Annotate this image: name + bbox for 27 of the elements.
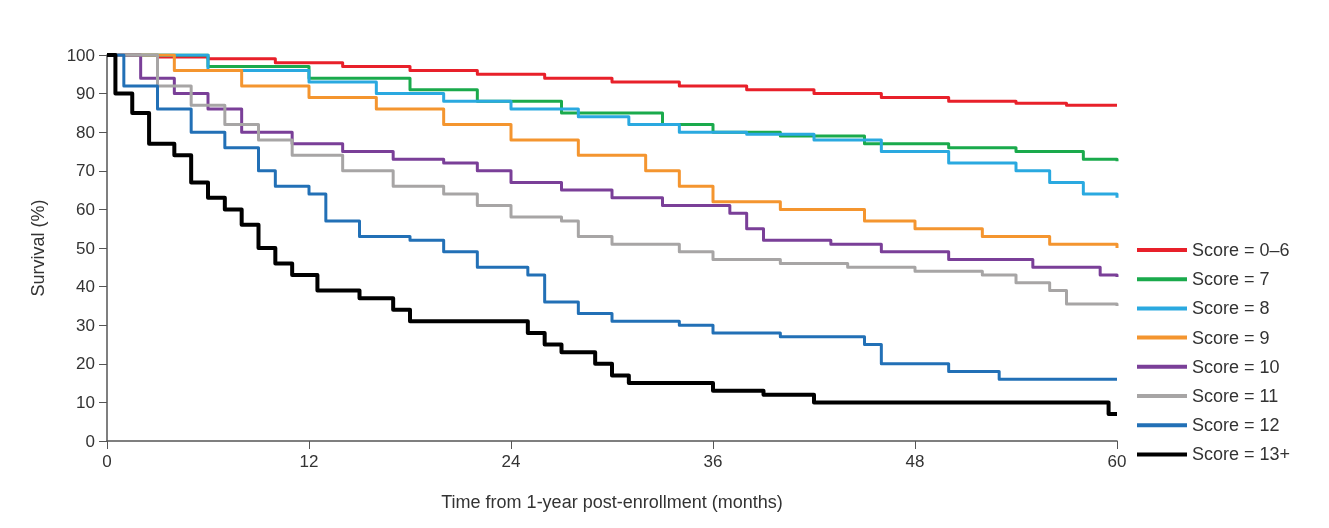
x-tick-label: 12 [299,452,319,471]
y-tick-label: 40 [76,277,95,297]
y-tick-label: 10 [76,392,95,412]
y-tick-label: 60 [76,199,95,219]
legend-label: Score = 0–6 [1192,240,1290,260]
y-tick-label: 80 [76,122,95,142]
y-tick-label: 90 [76,84,95,104]
y-tick-label: 100 [66,45,95,65]
legend-label: Score = 13+ [1192,444,1291,465]
y-tick-label: 30 [76,315,95,335]
legend-label: Score = 9 [1192,327,1270,348]
y-tick-label: 50 [76,238,95,258]
y-axis-title: Survival (%) [28,199,48,297]
x-tick-label: 0 [102,452,112,471]
legend-label: Score = 10 [1192,356,1280,377]
x-tick-label: 48 [905,452,925,471]
y-tick-label: 0 [85,431,95,451]
y-tick-label: 20 [76,354,95,374]
legend-label: Score = 11 [1192,386,1279,406]
x-tick-label: 36 [703,452,723,471]
legend-label: Score = 12 [1192,415,1280,436]
legend-label: Score = 7 [1192,269,1270,290]
legend-label: Score = 8 [1192,298,1270,319]
x-axis-title: Time from 1-year post-enrollment (months) [441,492,783,512]
y-tick-label: 70 [76,161,95,181]
x-tick-label: 60 [1107,452,1127,471]
x-tick-label: 24 [501,452,521,471]
